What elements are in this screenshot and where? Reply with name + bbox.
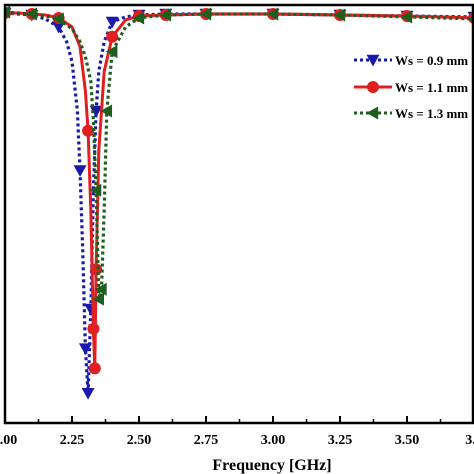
data-point [89,105,103,118]
data-point [87,322,100,335]
legend-item: Ws = 0.9 mm [354,53,468,68]
data-point [94,282,107,296]
legend-swatch-marker [366,54,380,67]
data-point [105,16,119,29]
data-point [467,15,473,22]
legend-swatch-marker [366,106,379,120]
legend-swatch-marker [367,81,379,93]
x-tick-label: 2.75 [194,433,219,448]
data-point [100,104,113,118]
data-point [105,45,118,59]
data-point [81,387,95,400]
data-point [82,124,95,137]
data-point [92,292,104,306]
data-point [106,30,119,43]
legend-label: Ws = 1.1 mm [395,80,468,95]
data-point [73,165,87,177]
legend: Ws = 0.9 mm Ws = 1.1 mm Ws = 1.3 mm [354,53,468,121]
series-layer [5,5,473,400]
legend-item: Ws = 1.3 mm [354,106,468,121]
data-point [25,7,37,21]
x-tick-label: 2.00 [0,433,17,448]
data-point [52,21,66,34]
data-point [266,7,279,21]
data-point [333,8,346,22]
data-point [88,362,101,375]
data-point [400,10,413,24]
data-point [78,343,92,356]
x-tick-label: 3.00 [261,433,286,448]
legend-label: Ws = 1.3 mm [395,106,468,121]
data-point [159,8,171,22]
data-point [199,7,212,21]
legend-item: Ws = 1.1 mm [354,80,468,95]
x-tick-label: 2.50 [127,433,152,448]
series-3 [5,5,473,306]
data-point [132,11,145,25]
x-tick-label: 3.50 [395,433,420,448]
data-point [89,183,102,197]
data-point [5,5,11,19]
x-tick-label: 2.25 [60,433,85,448]
series-line [5,10,473,301]
x-axis-label: Frequency [GHz] [212,457,331,474]
legend-label: Ws = 0.9 mm [395,53,468,68]
series-line [5,11,473,395]
x-tick-label: 3.7 [465,433,474,448]
data-point [90,263,103,276]
x-axis-ticks: 2.00 2.25 2.50 2.75 3.00 3.25 3.50 3.7 [0,416,474,448]
x-tick-label: 3.25 [328,433,353,448]
data-point [52,12,64,26]
